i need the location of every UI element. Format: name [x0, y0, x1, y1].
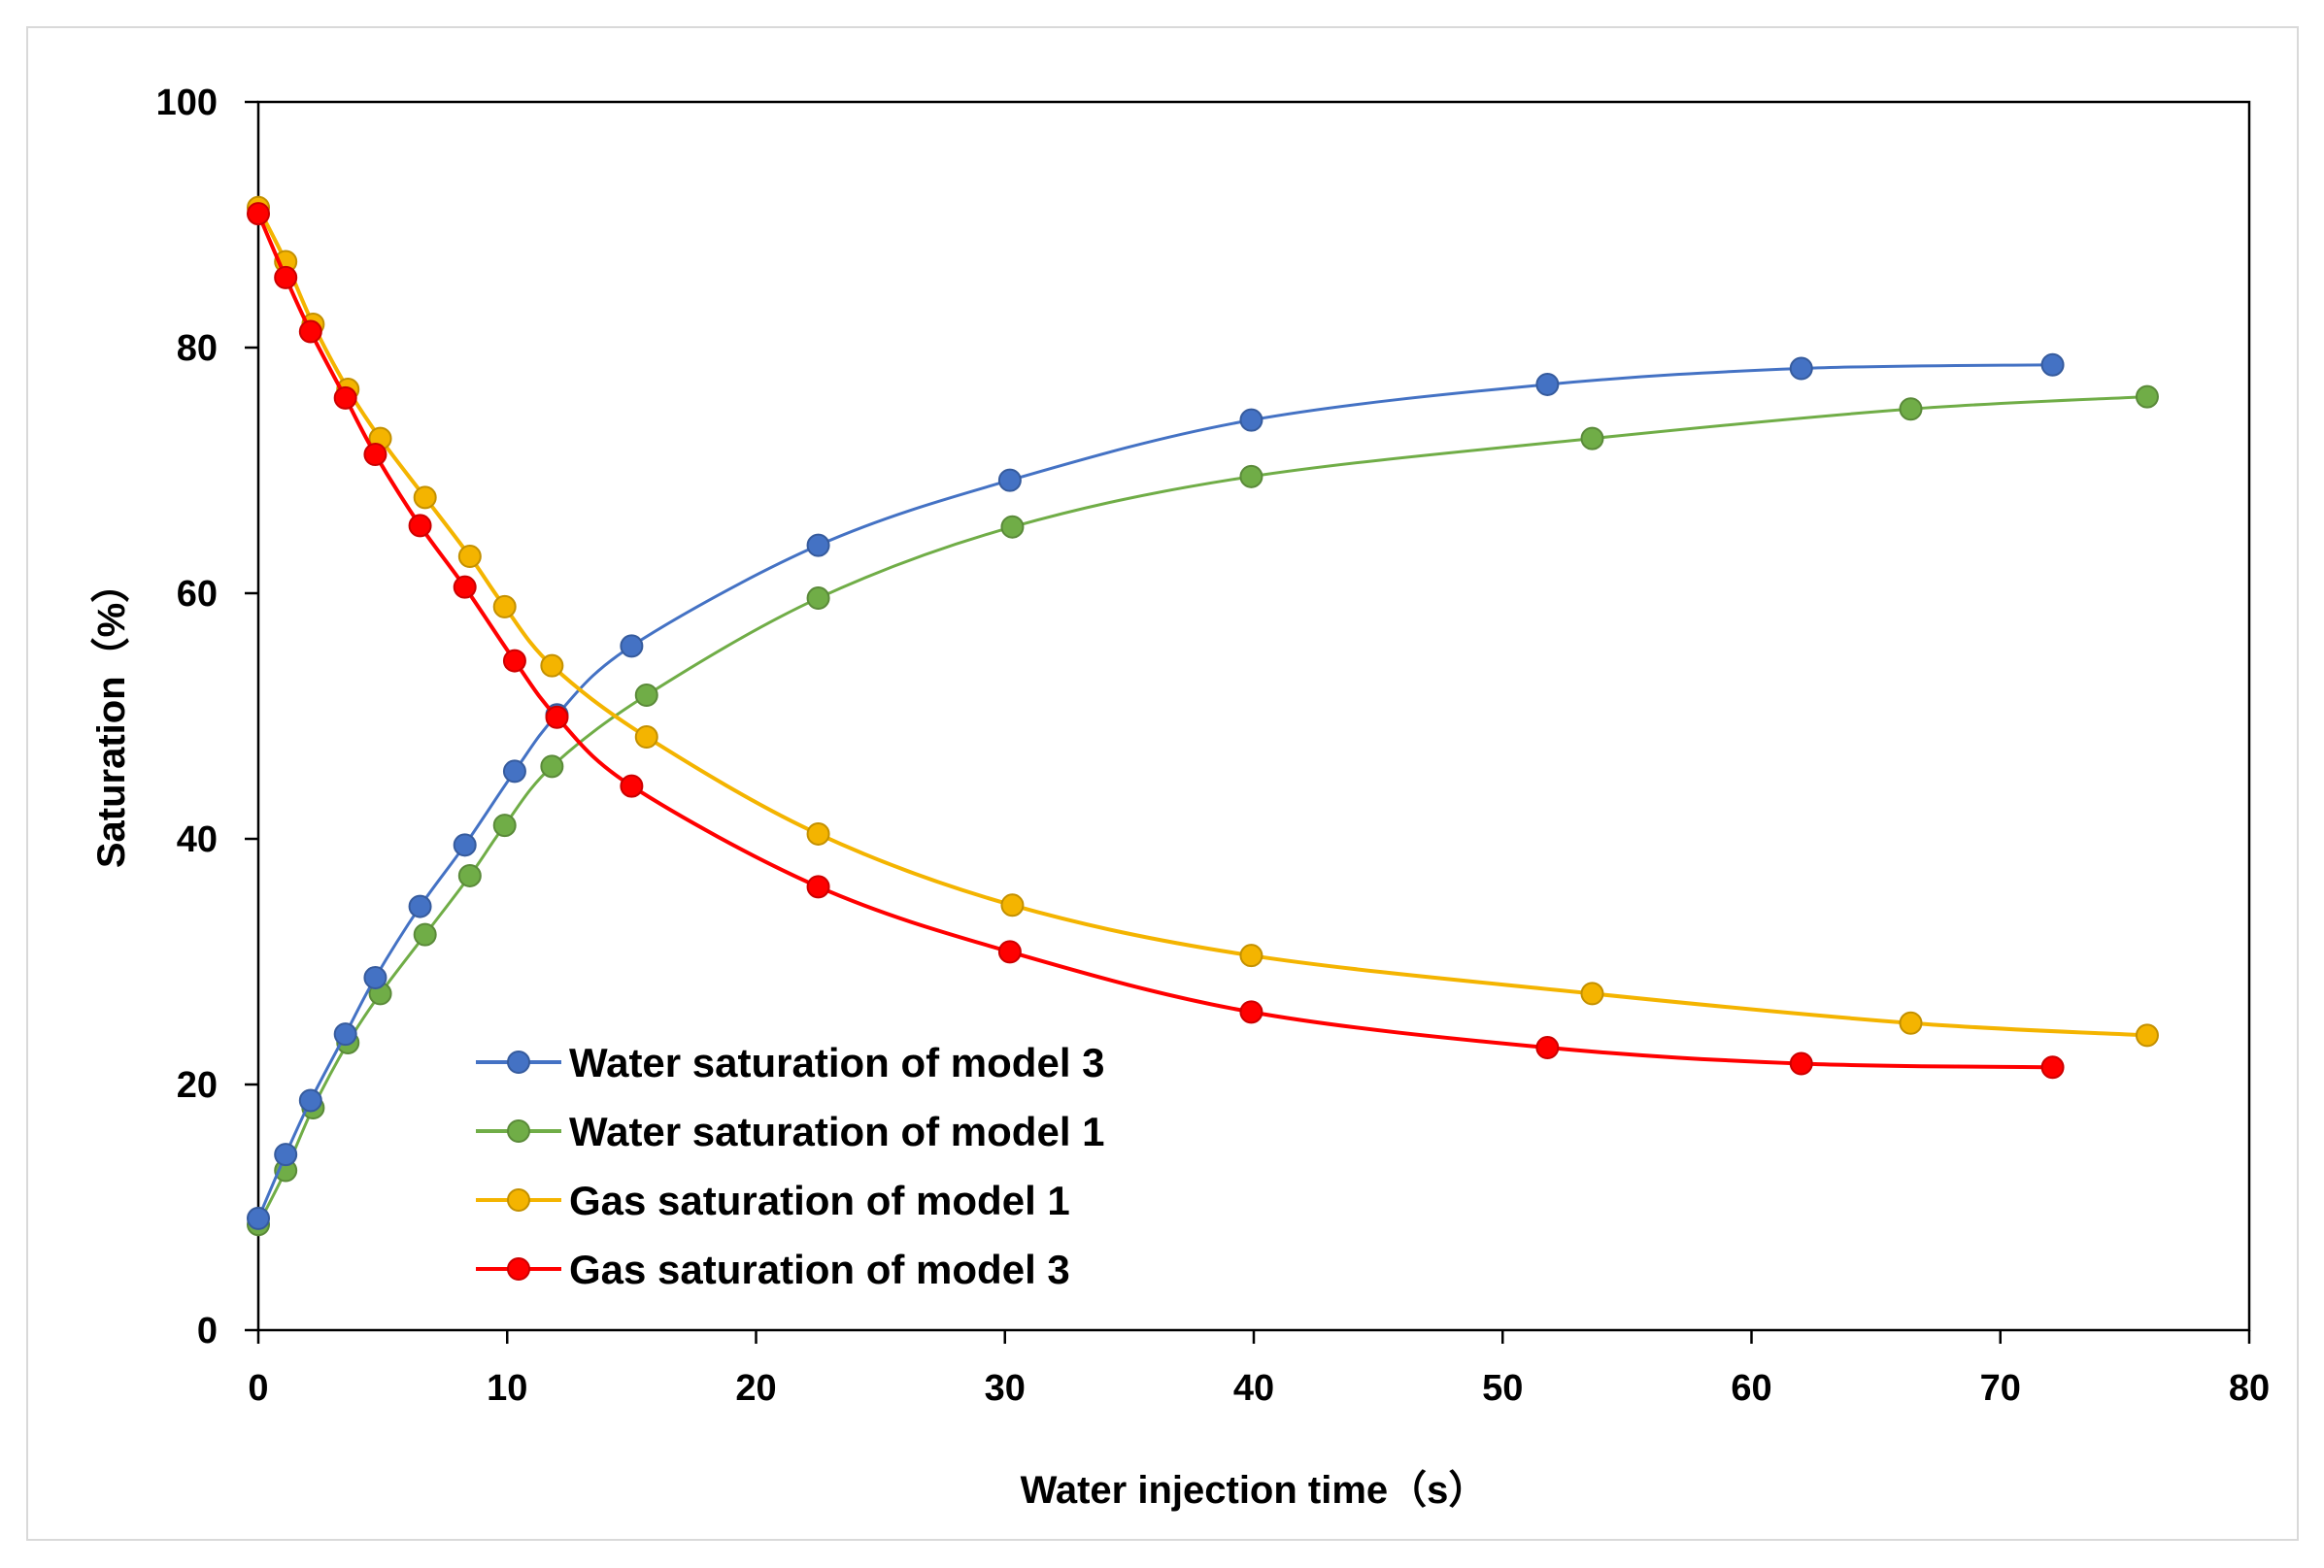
legend-marker — [507, 1188, 530, 1212]
data-point — [492, 814, 517, 838]
data-point — [620, 634, 644, 658]
data-point — [997, 940, 1022, 964]
series-line — [256, 363, 2053, 1219]
legend-item: Water saturation of model 1 — [476, 1109, 1105, 1154]
x-tick-label: 60 — [1731, 1368, 1771, 1409]
x-tick-label: 80 — [2229, 1368, 2270, 1409]
x-tick-label: 30 — [985, 1368, 1026, 1409]
axes: 0 10 20 30 40 50 60 70 80 0 20 40 60 80 100 — [156, 83, 2271, 1409]
data-point — [247, 202, 270, 226]
data-point — [1000, 893, 1025, 917]
y-axis-title: Saturation（%） — [90, 564, 133, 868]
data-point — [1899, 397, 1923, 421]
data-point — [545, 705, 569, 729]
data-point — [247, 1206, 270, 1230]
legend-marker — [507, 1051, 530, 1074]
series-layer — [247, 195, 2159, 1237]
legend-item: Water saturation of model 3 — [476, 1040, 1105, 1085]
legend-item: Gas saturation of model 1 — [476, 1178, 1070, 1223]
data-point — [502, 649, 526, 673]
legend: Water saturation of model 3 Water saturat… — [476, 1040, 1105, 1292]
series-1 — [247, 352, 2065, 1230]
legend-label: Water saturation of model 1 — [569, 1109, 1105, 1154]
data-point — [1535, 372, 1560, 396]
x-axis-title: Water injection time（s） — [1021, 1469, 1488, 1512]
series-line — [256, 395, 2148, 1225]
data-point — [413, 922, 437, 947]
x-tick-label: 70 — [1980, 1368, 2021, 1409]
data-point — [2040, 352, 2065, 377]
data-point — [492, 594, 517, 618]
data-point — [457, 863, 482, 887]
data-point — [620, 774, 644, 798]
data-point — [453, 833, 477, 857]
data-point — [298, 1088, 322, 1113]
series-3 — [247, 195, 2159, 1048]
x-tick-label: 10 — [487, 1368, 527, 1409]
data-point — [333, 1022, 357, 1047]
data-point — [1899, 1011, 1923, 1035]
data-point — [274, 265, 298, 289]
data-point — [502, 759, 526, 784]
series-line — [256, 206, 2148, 1038]
legend-marker — [507, 1119, 530, 1143]
data-point — [806, 875, 830, 899]
legend-item: Gas saturation of model 3 — [476, 1247, 1070, 1292]
data-point — [1789, 1051, 1813, 1076]
series-4 — [247, 202, 2065, 1080]
data-point — [408, 514, 432, 538]
data-point — [634, 683, 658, 707]
series-2 — [247, 384, 2159, 1237]
data-point — [1239, 464, 1263, 488]
data-point — [1789, 356, 1813, 381]
data-point — [298, 319, 322, 344]
data-point — [413, 485, 437, 510]
data-point — [363, 965, 387, 989]
data-point — [274, 1143, 298, 1167]
data-point — [453, 575, 477, 599]
series-line — [256, 213, 2053, 1070]
data-point — [540, 754, 564, 779]
x-tick-label: 40 — [1233, 1368, 1274, 1409]
x-tick-label: 20 — [735, 1368, 776, 1409]
data-point — [1535, 1036, 1560, 1060]
data-point — [1239, 408, 1263, 432]
data-point — [408, 894, 432, 918]
data-point — [1580, 982, 1604, 1006]
legend-marker — [507, 1257, 530, 1281]
data-point — [806, 533, 830, 557]
data-point — [540, 653, 564, 678]
y-tick-label: 20 — [177, 1065, 218, 1106]
y-tick-label: 0 — [197, 1311, 218, 1351]
data-point — [457, 545, 482, 569]
legend-label: Gas saturation of model 1 — [569, 1178, 1070, 1223]
y-tick-label: 40 — [177, 819, 218, 860]
y-tick-label: 100 — [156, 83, 218, 123]
data-point — [806, 586, 830, 611]
data-point — [1000, 515, 1025, 539]
data-point — [1239, 1000, 1263, 1024]
data-point — [1239, 944, 1263, 968]
data-point — [2135, 1023, 2159, 1048]
data-point — [806, 821, 830, 846]
legend-label: Water saturation of model 3 — [569, 1040, 1105, 1085]
legend-label: Gas saturation of model 3 — [569, 1247, 1070, 1292]
data-point — [333, 385, 357, 410]
data-point — [997, 468, 1022, 492]
data-point — [2135, 384, 2159, 409]
chart-frame — [26, 26, 2299, 1541]
y-tick-label: 60 — [177, 574, 218, 615]
data-point — [2040, 1055, 2065, 1080]
data-point — [363, 443, 387, 467]
y-tick-label: 80 — [177, 328, 218, 369]
x-tick-label: 0 — [248, 1368, 268, 1409]
data-point — [1580, 426, 1604, 450]
x-tick-label: 50 — [1482, 1368, 1523, 1409]
data-point — [634, 725, 658, 750]
